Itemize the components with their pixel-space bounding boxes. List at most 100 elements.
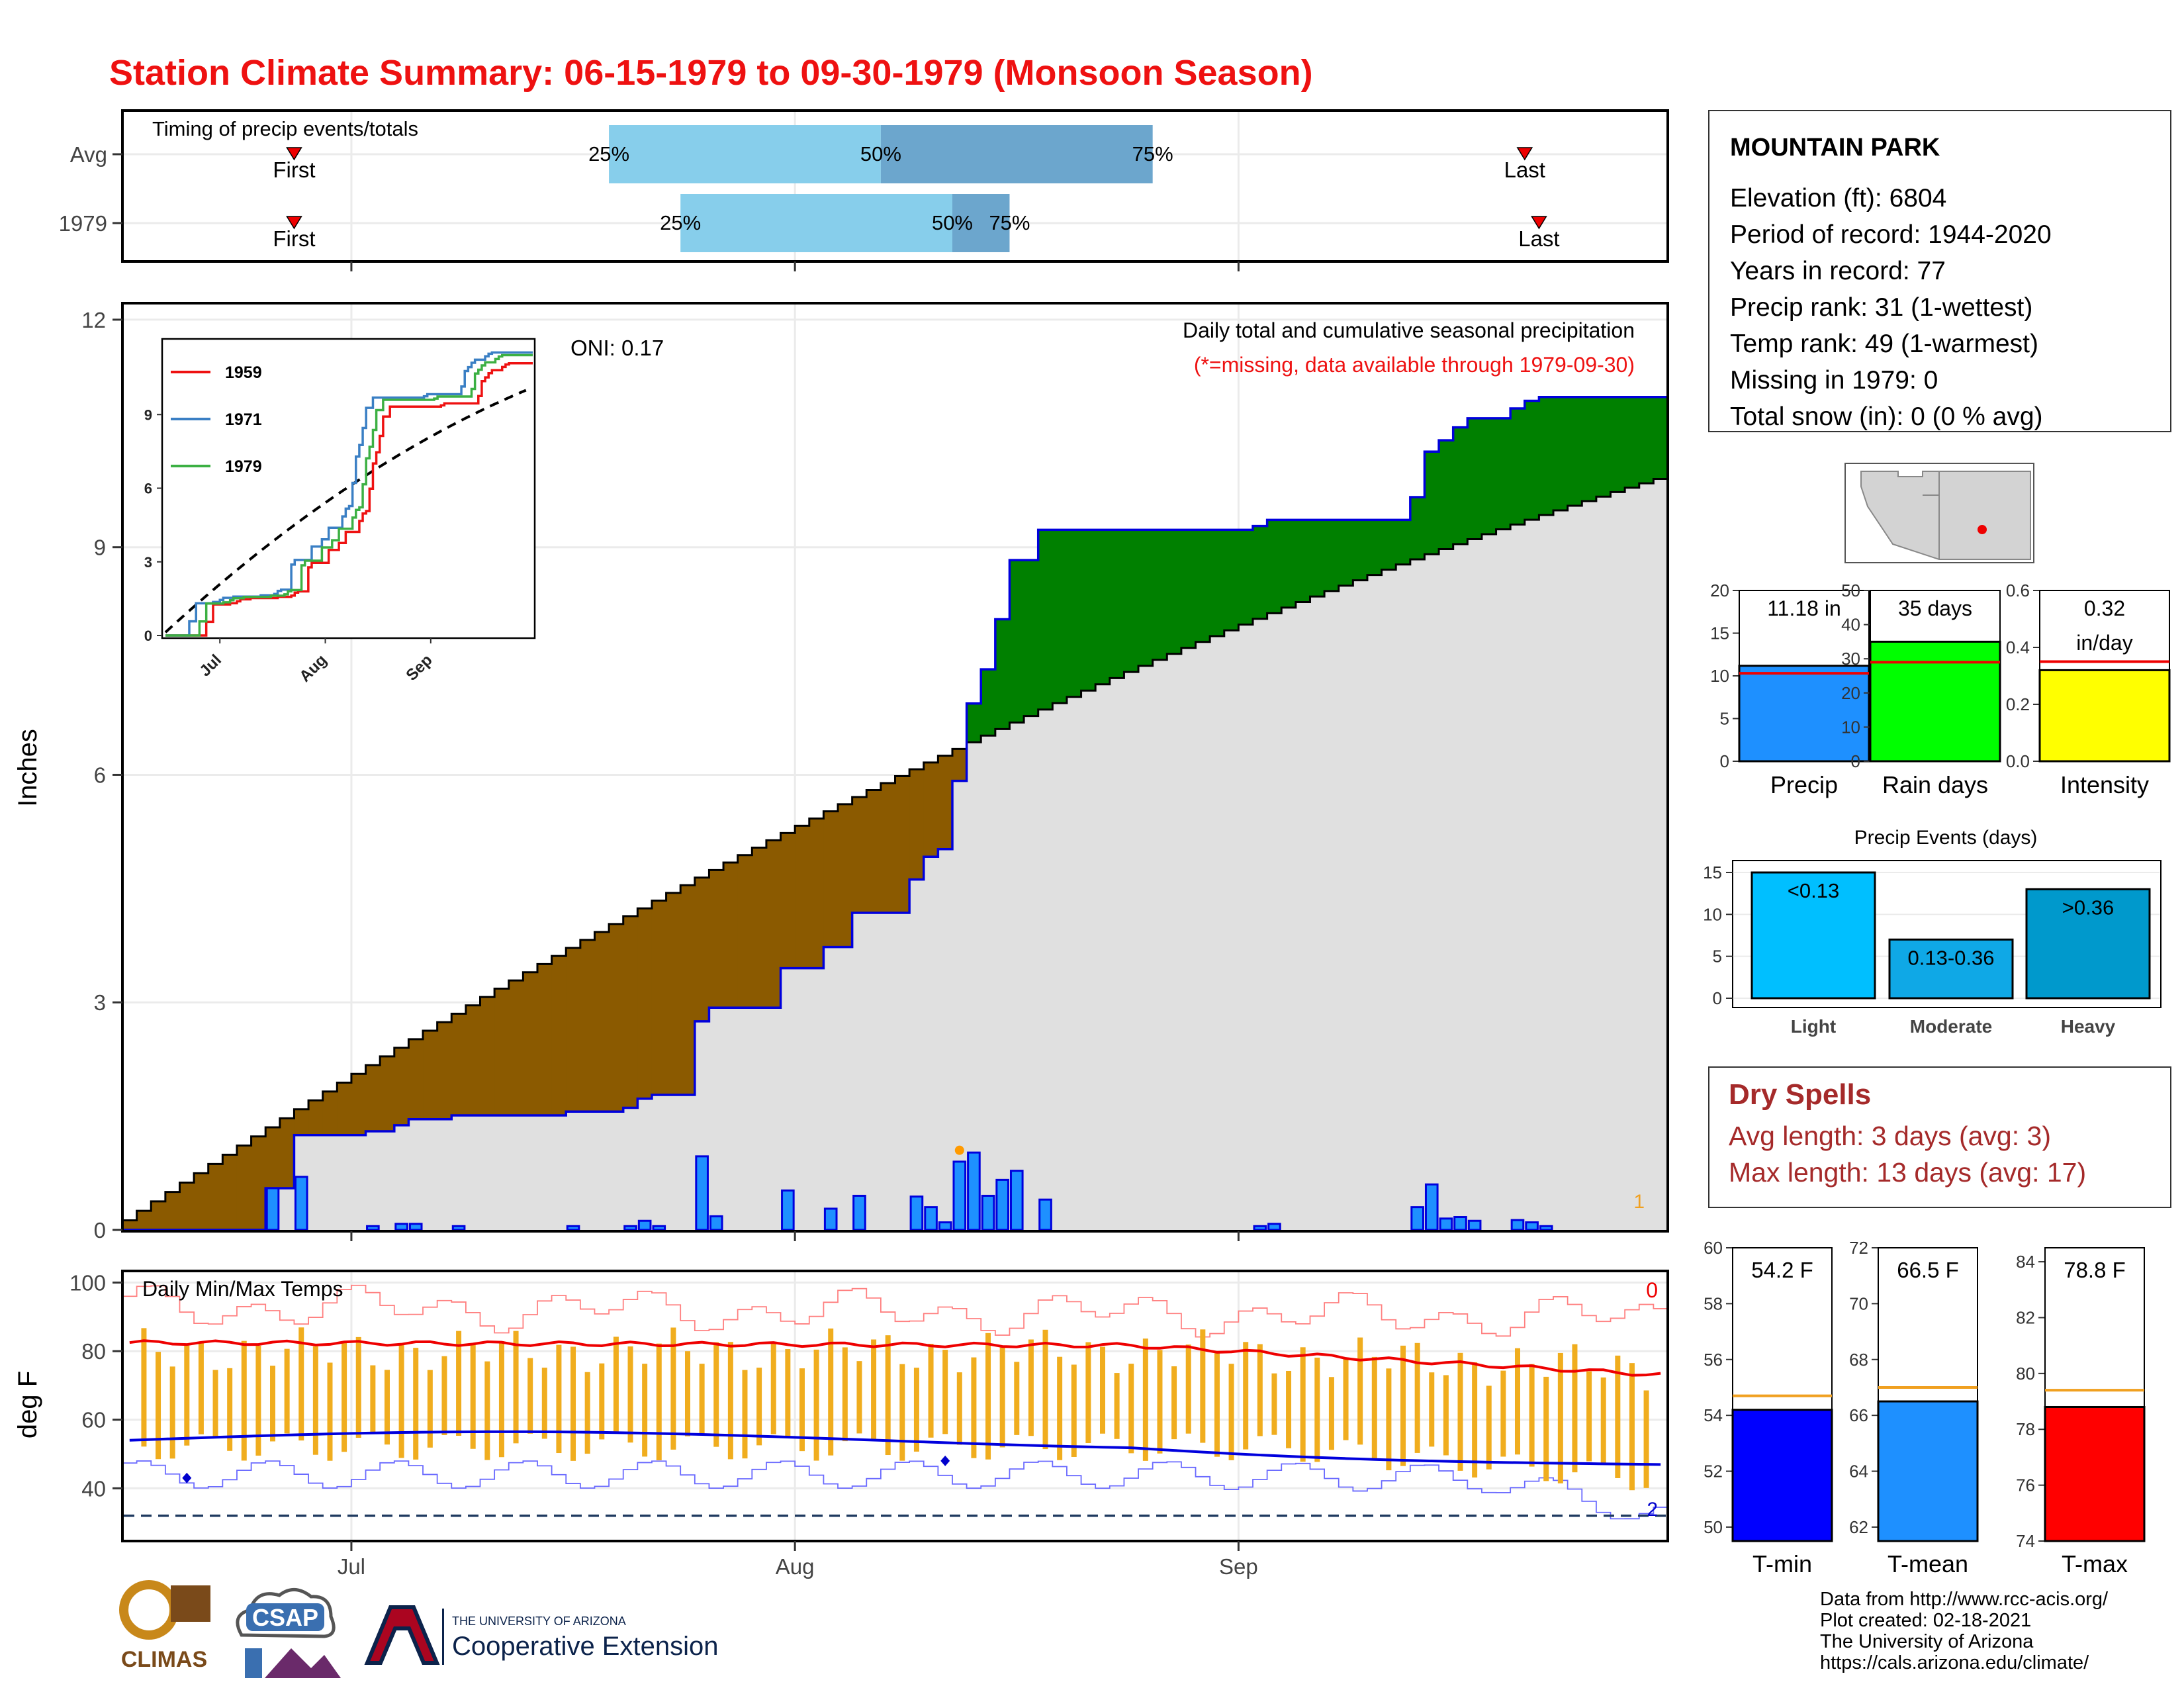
cumulative-fill [809,968,824,1230]
daily-temp-bar [1257,1344,1263,1436]
daily-temp-bar [1343,1357,1349,1440]
daily-temp-bar [642,1364,648,1457]
cumulative-fill [380,1131,395,1230]
daily-temp-bar [1214,1353,1220,1457]
temp-mini-y-tick-label: 58 [1704,1293,1723,1313]
daily-temp-bar [1099,1346,1105,1434]
daily-temp-bar [828,1328,834,1456]
temp-y-label: deg F [13,1371,42,1438]
daily-temp-bar [413,1348,419,1460]
timing-panel: Timing of precip events/totals 25% 50% 75%… [59,109,1669,271]
daily-temp-bar [169,1366,175,1459]
timing-first-marker [286,216,302,230]
cumulative-fill [551,1115,567,1230]
temp-mini-y-tick-label: 72 [1849,1238,1868,1258]
cumulative-fill [966,742,981,1230]
daily-precip-bar [1525,1221,1539,1231]
cumulative-fill [594,1111,610,1230]
locator-map [1844,463,2034,563]
daily-temp-bar [1114,1373,1120,1439]
cumulative-fill [1195,641,1210,1230]
station-line: Precip rank: 31 (1-wettest) [1730,293,2032,322]
precip-plot-area [122,396,1668,1231]
daily-temp-bar [1228,1364,1234,1460]
daily-precip-bar [1453,1216,1467,1231]
deficit-area [165,1192,181,1230]
daily-temp-bar [327,1362,333,1461]
surplus-area [1124,530,1139,673]
temp-mini-y-tick-label: 66 [1849,1405,1868,1425]
inset-frame [161,338,536,639]
surplus-area [1109,530,1125,679]
dry-spells-frame [1708,1066,2171,1208]
surplus-area [1353,520,1368,581]
mini-bar-value: 0.32 [2084,596,2125,620]
cumulative-fill [1367,575,1383,1230]
climas-logo: CLIMAS [119,1580,210,1672]
cumulative-fill [1281,607,1297,1230]
temp-mini-y-tick-label: 70 [1849,1293,1868,1313]
surplus-area [1052,530,1068,704]
cumulative-fill [1381,569,1396,1230]
deficit-area [723,863,739,1008]
daily-temp-bar [1286,1370,1292,1448]
deficit-area [523,972,538,1115]
surplus-area [1095,530,1111,684]
cumulative-fill [823,947,839,1230]
surplus-area [1439,440,1454,549]
daily-temp-bar [227,1368,233,1451]
cumulative-fill [680,1095,696,1230]
daily-precip-bar [408,1223,423,1231]
deficit-area [909,769,925,880]
surplus-area [1038,530,1053,710]
deficit-area [322,1091,338,1135]
surplus-area [1066,530,1082,697]
deficit-area [737,855,752,1008]
cumulative-fill [609,1111,624,1230]
cumulative-fill [723,1008,739,1230]
mini-y-tick-label: 0.2 [2006,694,2030,714]
deficit-area [537,964,553,1115]
cumulative-fill [1510,524,1525,1230]
daily-temp-bar [441,1356,447,1436]
deficit-area [651,900,667,1096]
daily-temp-bar [770,1342,776,1434]
cumulative-fill [1625,487,1640,1231]
daily-precip-bar [294,1176,308,1231]
events-y-tick-label: 5 [1713,947,1722,966]
surplus-area [1625,397,1640,488]
events-bar-label: <0.13 [1788,879,1839,902]
cumulative-fill [880,913,896,1230]
daily-temp-bar [913,1368,919,1452]
csap-logo: CSAP [236,1588,341,1678]
surplus-area [1009,560,1024,723]
surplus-area [1295,520,1311,602]
precip-y-tick-label: 0 [94,1218,106,1243]
daily-temp-bar [1600,1377,1606,1464]
precip-y-tick-label: 3 [94,990,106,1015]
cumulative-fill [1639,483,1654,1230]
daily-temp-bar [999,1347,1005,1448]
cumulative-fill [1481,534,1497,1230]
cumulative-fill [1396,564,1411,1230]
climas-logo-text: CLIMAS [121,1647,207,1672]
mini-y-tick-label: 0 [1851,751,1860,771]
ua-divider [442,1609,444,1665]
daily-temp-bar [1443,1375,1449,1456]
daily-precip-bar [1009,1170,1024,1231]
daily-temp-bar [1529,1364,1535,1467]
cumulative-fill [1267,613,1282,1230]
daily-temp-bar [241,1340,247,1461]
daily-precip-bar [566,1225,580,1231]
inset-legend-label: 1971 [225,410,262,429]
cumulative-fill [1496,529,1511,1230]
cumulative-fill [1253,618,1268,1230]
daily-temp-bar [156,1352,161,1460]
mini-bar-value: 35 days [1898,596,1972,620]
temp-mini-y-tick-label: 56 [1704,1350,1723,1370]
daily-precip-bar [394,1223,408,1231]
daily-precip-bar [1467,1219,1482,1231]
surplus-area [1152,530,1167,660]
inset-legend-label: 1959 [225,363,262,382]
temp-mini-y-tick-label: 62 [1849,1517,1868,1537]
